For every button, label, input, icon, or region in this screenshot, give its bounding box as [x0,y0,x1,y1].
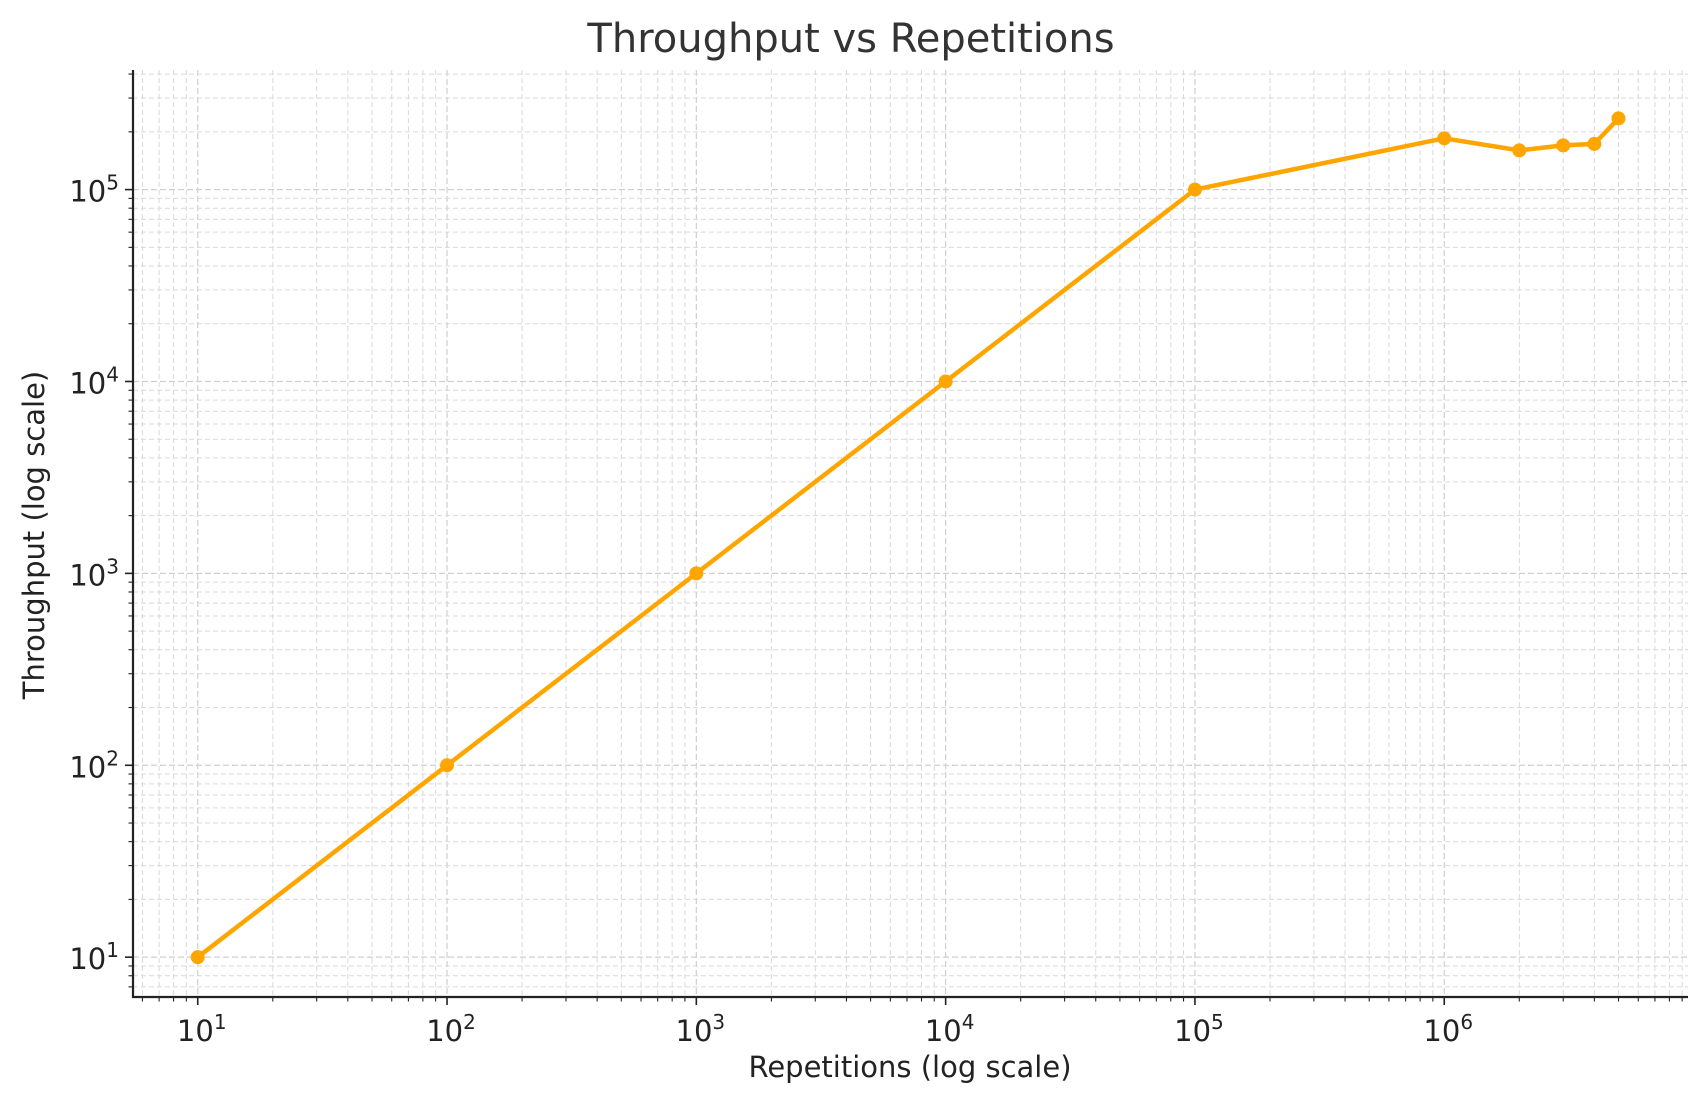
y-tick-label-exponent: 3 [106,554,119,578]
data-point [1556,138,1571,153]
x-tick-label-exponent: 6 [1460,1010,1473,1034]
y-tick-label: 103 [69,554,119,592]
data-point [1437,131,1452,146]
x-tick-label: 101 [177,1010,227,1048]
y-tick-label-exponent: 2 [106,746,119,770]
x-tick-label: 106 [1423,1010,1473,1048]
x-tick-label: 102 [426,1010,476,1048]
y-tick-label-exponent: 4 [106,362,119,386]
y-tick-label: 102 [69,746,119,784]
x-tick-label-exponent: 1 [214,1010,227,1034]
data-point [1512,143,1527,158]
x-tick-label-base: 10 [925,1014,962,1048]
x-tick-label: 103 [676,1010,726,1048]
chart-text: Throughput vs Repetitions Repetitions (l… [17,16,1473,1084]
y-tick-label-exponent: 5 [106,171,119,195]
y-tick-label-base: 10 [69,942,106,976]
x-tick-label-base: 10 [1423,1014,1460,1048]
grid [133,70,1688,997]
y-tick-label-exponent: 1 [106,938,119,962]
series-line [195,116,1621,960]
x-tick-label-base: 10 [676,1014,713,1048]
x-tick-label-exponent: 4 [962,1010,975,1034]
data-point [1587,136,1602,151]
y-tick-label-base: 10 [69,175,106,209]
y-tick-label-base: 10 [69,750,106,784]
x-tick-label: 104 [925,1010,975,1048]
data-point [1611,111,1626,126]
y-tick-label-base: 10 [69,558,106,592]
x-tick-label: 105 [1174,1010,1224,1048]
x-tick-label-exponent: 2 [463,1010,476,1034]
data-point [1187,182,1202,197]
x-tick-label-base: 10 [177,1014,214,1048]
data-point [440,758,455,773]
x-axis-label: Repetitions (log scale) [748,1050,1071,1084]
y-tick-label: 104 [69,362,119,400]
data-series [190,111,1626,965]
y-tick-label: 101 [69,938,119,976]
x-tick-label-base: 10 [426,1014,463,1048]
chart-title: Throughput vs Repetitions [586,16,1114,62]
y-axis-label: Throughput (log scale) [17,371,51,700]
x-tick-label-exponent: 3 [712,1010,725,1034]
axes [125,70,1688,1005]
y-tick-label-base: 10 [69,366,106,400]
x-tick-label-exponent: 5 [1211,1010,1224,1034]
data-point [689,566,704,581]
y-tick-label: 105 [69,171,119,209]
x-tick-label-base: 10 [1174,1014,1211,1048]
data-point [190,950,205,965]
data-point [938,374,953,389]
